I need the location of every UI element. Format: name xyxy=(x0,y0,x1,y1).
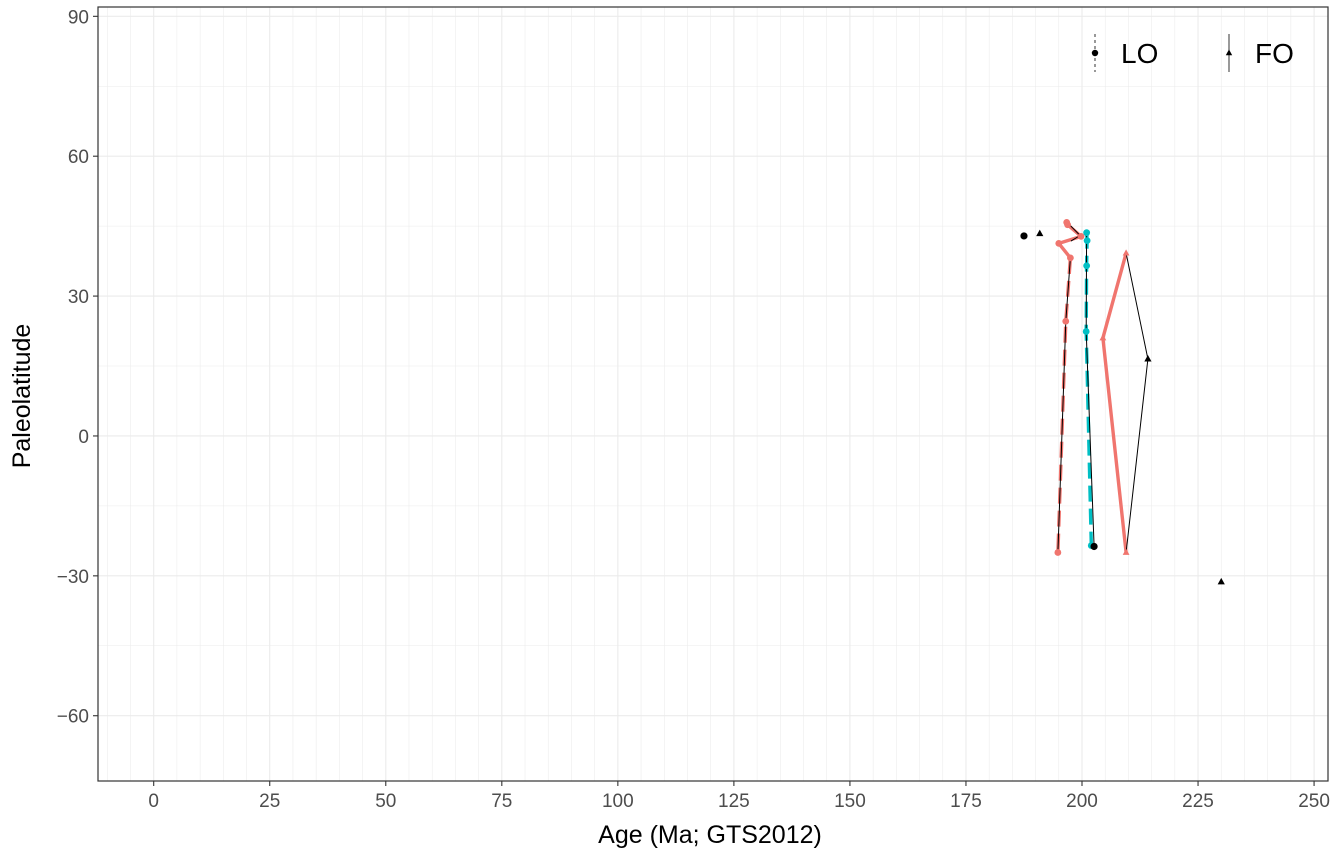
x-tick-label: 25 xyxy=(259,791,280,812)
data-point-black-thin xyxy=(1036,229,1044,237)
x-tick-label: 100 xyxy=(602,791,634,812)
legend: LO FO xyxy=(1091,34,1294,72)
x-axis-ticks: 0 25 50 75 100 125 150 175 200 225 250 xyxy=(148,781,1330,812)
data-point-red-solid-circle xyxy=(1064,221,1072,229)
minor-gridlines xyxy=(98,7,1328,781)
data-point-red-solid-triangle xyxy=(1122,548,1130,555)
x-tick-label: 125 xyxy=(718,791,750,812)
series-lines xyxy=(1056,221,1149,553)
data-point-red-solid-circle xyxy=(1055,239,1063,247)
series-line-red-solid-triangle xyxy=(1101,252,1128,553)
x-tick-label: 225 xyxy=(1182,791,1214,812)
data-point-red-dashed-circle xyxy=(1062,317,1070,325)
series-line-red-solid-circle xyxy=(1057,221,1083,259)
legend-label: LO xyxy=(1121,38,1158,69)
data-point-black-thin xyxy=(1090,542,1098,551)
data-point-red-dashed-circle xyxy=(1054,549,1062,556)
series-line-black-thin xyxy=(1125,253,1149,553)
panel-border xyxy=(97,6,1329,782)
x-tick-label: 75 xyxy=(491,791,512,812)
data-point-red-solid-triangle xyxy=(1122,249,1130,256)
x-tick-label: 150 xyxy=(834,791,866,812)
legend-triangle-icon xyxy=(1225,49,1233,56)
y-tick-label: 60 xyxy=(68,147,89,168)
x-axis-title: Age (Ma; GTS2012) xyxy=(598,821,822,849)
y-tick-label: −30 xyxy=(57,567,89,588)
data-point-black-thin xyxy=(1144,355,1152,362)
y-tick-label: −60 xyxy=(57,707,89,728)
data-point-teal-dashed-circle xyxy=(1083,237,1091,244)
data-point-red-solid-circle xyxy=(1077,233,1085,240)
y-tick-label: 90 xyxy=(68,7,89,28)
y-tick-label: 0 xyxy=(78,427,89,448)
data-point-teal-dashed-circle xyxy=(1082,328,1090,335)
y-tick-label: 30 xyxy=(68,287,89,308)
x-tick-label: 250 xyxy=(1298,791,1330,812)
major-gridlines xyxy=(98,7,1328,781)
data-points xyxy=(1020,219,1225,585)
legend-label: FO xyxy=(1255,38,1294,69)
y-axis-title: Paleolatitude xyxy=(8,324,36,469)
data-point-teal-dashed-circle xyxy=(1083,229,1091,237)
data-point-teal-dashed-circle xyxy=(1083,262,1091,270)
data-point-black-thin xyxy=(1217,577,1225,585)
x-tick-label: 50 xyxy=(375,791,396,812)
legend-circle-icon xyxy=(1091,49,1099,57)
x-tick-label: 175 xyxy=(950,791,982,812)
data-point-red-solid-triangle xyxy=(1099,334,1107,341)
data-point-red-solid-circle xyxy=(1066,254,1074,262)
x-tick-label: 200 xyxy=(1066,791,1098,812)
data-point-black-thin xyxy=(1020,232,1028,240)
y-axis-ticks: −60 −30 0 30 60 90 xyxy=(57,7,98,728)
x-tick-label: 0 xyxy=(148,791,159,812)
